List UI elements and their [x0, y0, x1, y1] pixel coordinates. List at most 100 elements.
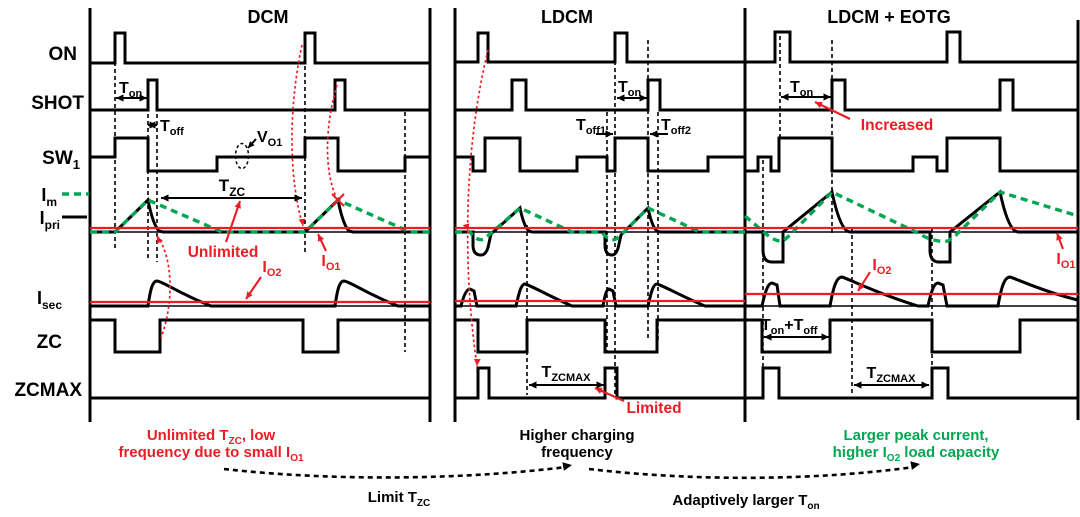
label-on: ON: [49, 44, 78, 65]
waveforms: [90, 30, 1079, 400]
column-titles: DCM LDCM LDCM + EOTG: [248, 7, 951, 27]
arrow-unlimited-tzc: [225, 200, 241, 243]
measure-ton-ldcm: Ton: [617, 79, 647, 102]
waveform-sw1-eotg: [745, 136, 1078, 173]
arrowhead: [248, 141, 255, 148]
note-eotg-summary-line2: higher IO2 load capacity: [833, 444, 1000, 464]
arrowhead: [858, 283, 865, 291]
flow-arrows: Limit TZC Adaptively larger Ton: [223, 461, 920, 512]
waveform-on-ldcm: [455, 31, 745, 64]
x-mark-stroke: [331, 193, 345, 207]
waveform-sw1-ldcm: [455, 136, 745, 173]
title-dcm: DCM: [248, 7, 289, 27]
arrow-io2-eotg: [857, 271, 871, 292]
waveform-ipri-eotg: [745, 189, 1078, 264]
arrowhead: [234, 201, 241, 209]
note-unlimited: Unlimited: [188, 244, 259, 261]
waveform-zc-dcm: [90, 318, 430, 354]
arrow-io1-eotg: [1056, 232, 1064, 250]
note-increased: Increased: [861, 117, 933, 134]
peak-x-marker: [331, 193, 345, 207]
arrowhead: [562, 462, 572, 471]
waveform-zc-eotg: [745, 318, 1078, 354]
arc-ldcm-chain: [466, 49, 489, 367]
arrow-increased: [814, 101, 851, 120]
label-sw1: SW1: [42, 148, 80, 172]
measure-label-tzcmax-ldcm: TZCMAX: [542, 364, 592, 384]
note-ldcm-summary-line1: Higher charging: [519, 427, 634, 444]
arrowhead: [596, 381, 604, 389]
label-ipri: Ipri: [40, 208, 60, 232]
flow-limit-tzc-label: Limit TZC: [368, 489, 431, 509]
flow-larger-ton: Adaptively larger Ton: [588, 461, 920, 512]
waveform-shot-ldcm: [455, 78, 745, 112]
arrow-limited: [594, 387, 625, 402]
arrowhead: [815, 102, 823, 109]
measure-ton-eotg: Ton: [781, 79, 831, 101]
measure-label-toff2-ldcm: Toff2: [661, 117, 691, 137]
arrowhead: [823, 93, 831, 101]
note-eotg-summary-line1: Larger peak current,: [843, 427, 988, 444]
note-dcm-summary-line1: Unlimited TZC, low: [147, 427, 276, 447]
arrow-io1-dcm: [317, 233, 327, 252]
note-limited: Limited: [626, 400, 681, 417]
waveform-isec-eotg: [745, 275, 1079, 308]
measure-tzc-dcm: TZC: [161, 176, 302, 202]
note-dcm-summary-line2: frequency due to small IO1: [118, 444, 303, 464]
axes: [88, 8, 1080, 422]
measure-label-toff1-ldcm: Toff1: [576, 117, 606, 137]
arrowhead: [764, 333, 772, 341]
arrowhead: [294, 194, 302, 202]
measure-toff-dcm: Toff: [148, 118, 184, 138]
flow-larger-ton-label: Adaptively larger Ton: [672, 492, 819, 512]
title-ldcm-eotg: LDCM + EOTG: [827, 7, 951, 27]
arrowhead: [854, 381, 862, 389]
measure-label-ton-ldcm: Ton: [618, 79, 642, 99]
red-arrows: [225, 101, 1064, 402]
arrow-io2-dcm: [245, 276, 262, 300]
measure-tzcmax-ldcm: TZCMAX: [529, 364, 604, 389]
arrowhead: [821, 333, 829, 341]
waveform-on-dcm: [90, 31, 430, 65]
arrowhead: [116, 94, 124, 102]
measure-label-tzcmax-eotg: TZCMAX: [867, 365, 917, 385]
measure-label-ton-eotg: Ton: [790, 79, 814, 99]
measure-toff1-ldcm: Toff1: [576, 117, 613, 138]
arrowhead: [529, 381, 537, 389]
measure-arrows: Ton Toff TZC Ton Toff1 Toff2 TZCMAX Ton Ton+Toff…: [116, 79, 929, 389]
arrowhead: [781, 93, 789, 101]
arrowhead: [462, 223, 470, 231]
waveform-sw1-dcm: [90, 136, 430, 173]
waveform-isec-ldcm: [455, 282, 745, 308]
arrowhead: [161, 194, 169, 202]
waveform-zcmax-ldcm: [455, 366, 745, 400]
label-isec: Isec: [37, 288, 62, 312]
waveform-shot-dcm: [90, 78, 430, 112]
waveform-zcmax-eotg: [745, 366, 1078, 400]
arrowhead: [617, 94, 625, 102]
label-shot: SHOT: [31, 93, 84, 114]
title-ldcm: LDCM: [541, 7, 593, 27]
arrowhead: [1056, 233, 1063, 241]
arrowhead: [921, 381, 929, 389]
waveform-isec-dcm: [90, 279, 430, 308]
vo1-ellipse: [234, 142, 250, 170]
measure-label-tzc-dcm: TZC: [219, 176, 246, 199]
waveform-im-dcm: [90, 197, 430, 234]
arrowhead: [317, 234, 325, 242]
arrowhead: [149, 121, 157, 129]
note-io2-eotg: IO2: [872, 257, 891, 277]
waveform-im-eotg: [743, 189, 1079, 244]
arrowhead: [474, 358, 481, 366]
current-limit-lines: [90, 226, 1078, 304]
label-zcmax: ZCMAX: [14, 380, 82, 401]
measure-tzcmax-eotg: TZCMAX: [854, 365, 929, 389]
arrowhead: [910, 461, 920, 470]
red-dotted-arcs: [156, 44, 489, 367]
measure-tontoff-eotg: Ton+Toff: [761, 317, 829, 341]
arrowhead: [156, 236, 164, 244]
arrowhead: [639, 94, 647, 102]
